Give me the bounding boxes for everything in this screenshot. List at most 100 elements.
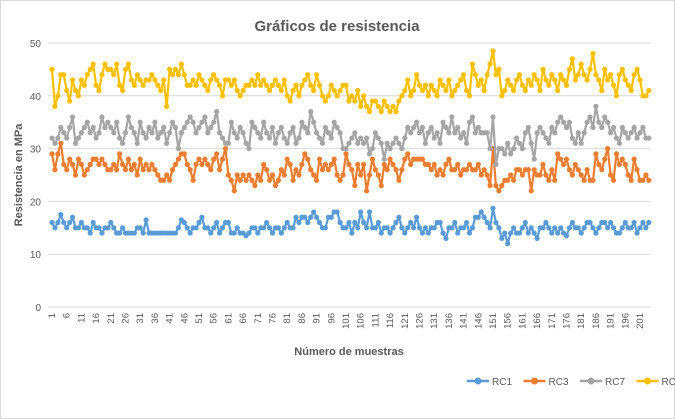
data-point	[510, 87, 517, 94]
data-point	[619, 156, 625, 162]
data-point	[443, 235, 449, 241]
data-point	[552, 225, 558, 231]
data-point	[69, 114, 76, 120]
data-point	[281, 77, 287, 83]
data-point	[499, 182, 505, 189]
data-point	[525, 77, 531, 83]
y-tick-label: 0	[35, 303, 41, 314]
data-point	[246, 230, 252, 236]
y-axis-label: Resistencia en MPa	[13, 123, 25, 227]
data-point	[231, 230, 237, 236]
data-point	[258, 82, 264, 88]
data-point	[408, 219, 414, 226]
series-rc1	[49, 205, 652, 247]
data-point	[396, 214, 402, 220]
data-point	[440, 230, 446, 236]
data-point	[87, 161, 93, 168]
data-point	[610, 177, 617, 183]
data-point	[246, 146, 252, 152]
data-point	[225, 77, 231, 83]
data-point	[531, 230, 537, 236]
data-point	[369, 146, 376, 152]
legend-label: RC3	[549, 377, 569, 388]
data-point	[264, 219, 270, 226]
data-point	[119, 87, 126, 94]
data-point	[363, 103, 370, 109]
data-point	[255, 230, 261, 236]
data-point	[219, 135, 226, 141]
data-point	[502, 151, 508, 157]
data-point	[575, 72, 581, 78]
data-point	[49, 151, 55, 157]
data-point	[425, 230, 431, 236]
data-point	[346, 219, 352, 226]
data-point	[240, 172, 246, 178]
data-point	[72, 140, 79, 146]
data-point	[513, 135, 520, 141]
x-tick-label: 51	[194, 313, 205, 324]
x-tick-label: 46	[179, 313, 190, 324]
data-point	[117, 82, 123, 88]
data-point	[419, 124, 426, 131]
data-point	[475, 82, 481, 88]
data-point	[152, 119, 158, 125]
data-point	[52, 140, 58, 146]
data-point	[484, 219, 490, 226]
data-point	[493, 72, 499, 78]
data-point	[634, 66, 640, 72]
data-point	[243, 177, 249, 183]
data-point	[555, 151, 561, 157]
data-point	[522, 130, 528, 136]
data-point	[466, 161, 473, 168]
data-point	[252, 182, 258, 189]
data-point	[549, 167, 555, 173]
data-point	[266, 87, 273, 94]
data-point	[566, 66, 573, 72]
data-point	[246, 172, 252, 178]
data-point	[81, 124, 87, 131]
data-point	[131, 230, 137, 236]
data-point	[316, 135, 323, 141]
data-point	[140, 82, 146, 88]
data-point	[449, 225, 455, 231]
x-tick-label: 26	[121, 313, 132, 324]
x-axis-label: Número de muestras	[294, 346, 403, 358]
data-point	[631, 156, 637, 162]
data-point	[469, 114, 476, 120]
data-point	[363, 225, 370, 231]
data-point	[434, 130, 440, 136]
data-point	[569, 172, 575, 178]
x-tick-label: 81	[282, 313, 293, 324]
data-point	[646, 219, 652, 226]
data-point	[334, 172, 340, 178]
data-point	[202, 82, 208, 88]
data-point	[596, 225, 602, 231]
data-point	[419, 156, 426, 162]
data-point	[455, 82, 461, 88]
data-point	[437, 219, 443, 226]
data-point	[443, 124, 449, 131]
data-point	[131, 130, 137, 136]
data-point	[558, 225, 564, 231]
data-point	[578, 230, 584, 236]
x-tick-label: 71	[253, 313, 264, 324]
data-point	[399, 146, 405, 152]
data-point	[581, 177, 587, 183]
data-point	[281, 225, 287, 231]
data-point	[181, 124, 187, 131]
data-point	[437, 167, 443, 173]
data-point	[61, 72, 67, 78]
data-point	[387, 230, 393, 236]
data-point	[64, 225, 70, 231]
data-point	[184, 225, 190, 231]
data-point	[205, 161, 211, 168]
data-point	[552, 177, 558, 183]
data-point	[225, 140, 231, 146]
data-point	[358, 209, 364, 215]
data-point	[155, 82, 161, 88]
data-point	[181, 219, 187, 226]
data-point	[505, 77, 511, 83]
data-point	[117, 135, 123, 141]
data-point	[146, 77, 152, 83]
data-point	[314, 130, 320, 136]
